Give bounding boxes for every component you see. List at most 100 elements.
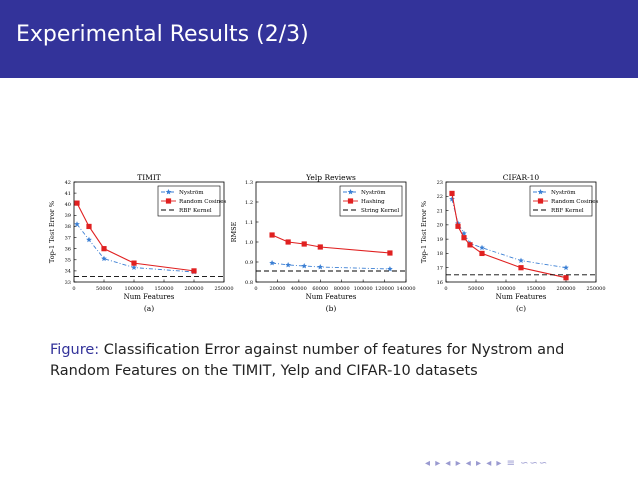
x-axis-label: Num Features [124, 293, 175, 301]
legend: Nyström Random Cosines RBF Kernel [529, 185, 599, 217]
x-tick-label: 50000 [96, 286, 112, 292]
figure-panels: TIMIT 0 50000 100000 150000 200000 250000 33 34 3… [36, 170, 606, 320]
y-tick-label: 1.1 [245, 220, 253, 226]
legend-swatch-marker [347, 189, 354, 195]
x-tick-label: 60000 [312, 286, 328, 292]
y-tick-label: 34 [65, 269, 71, 275]
legend-entry: Nyström [551, 190, 576, 196]
y-tick-label: 33 [65, 280, 71, 286]
legend-entry: Random Cosines [179, 199, 227, 205]
legend: Nyström Random Cosines RBF Kernel [157, 185, 227, 217]
x-tick-label: 200000 [184, 286, 203, 292]
slide-title-bar: Experimental Results (2/3) [0, 0, 638, 78]
data-point [269, 232, 275, 238]
data-point [101, 246, 107, 252]
y-tick-label: 1.3 [245, 180, 253, 186]
data-point [301, 241, 307, 247]
data-point [518, 257, 524, 263]
data-point [74, 221, 80, 227]
x-tick-label: 250000 [586, 286, 605, 292]
data-point [101, 255, 107, 262]
y-tick-label: 17 [437, 266, 443, 272]
chart-title: Yelp Reviews [305, 173, 356, 182]
beamer-nav-symbols[interactable]: ◂ ▸ ◂ ▸ ◂ ▸ ◂ ▸ ≡ ∽∽∽ [425, 458, 549, 469]
data-point [317, 264, 324, 270]
x-tick-label: 120000 [375, 286, 394, 292]
x-tick-label: 140000 [396, 286, 415, 292]
data-point [301, 263, 308, 269]
data-point [191, 268, 197, 274]
data-point [479, 250, 485, 257]
panel-label: (b) [326, 304, 337, 313]
plot-frame [73, 181, 225, 283]
y-tick-label: 1.2 [245, 200, 253, 206]
data-point [479, 244, 485, 251]
y-axis-label: RMSE [230, 221, 238, 242]
data-point [467, 242, 473, 248]
legend-swatch-marker [347, 198, 354, 204]
caption-text: Classification Error against number of f… [50, 342, 565, 379]
legend-entry: RBF Kernel [551, 208, 584, 214]
y-tick-label: 0.9 [245, 260, 253, 266]
slide-title: Experimental Results (2/3) [16, 22, 309, 47]
data-point [387, 266, 393, 272]
data-point [387, 250, 393, 256]
data-point [563, 264, 569, 271]
y-tick-label: 42 [65, 180, 71, 186]
legend-entry: Hashing [361, 199, 385, 205]
figure-svg: TIMIT 0 50000 100000 150000 200000 250000 33 34 3… [48, 173, 606, 313]
legend-entry: Nyström [361, 190, 386, 196]
data-point [455, 223, 461, 229]
data-point [461, 235, 467, 241]
y-tick-label: 23 [437, 180, 443, 186]
y-tick-label: 20 [437, 223, 443, 229]
data-point [74, 200, 80, 206]
legend: Nyström Hashing String Kernel [339, 185, 403, 217]
x-tick-label: 100000 [124, 286, 143, 292]
y-tick-label: 39 [65, 213, 71, 219]
figure-caption: Figure: Classification Error against num… [50, 340, 610, 382]
y-tick-label: 22 [437, 194, 443, 200]
legend-entry: RBF Kernel [179, 208, 212, 214]
y-axis-label: Top-1 Test Error % [48, 201, 56, 263]
chart-panel-3: CIFAR-10 0 50000 100000 150000 200000 250000 16… [420, 173, 606, 313]
data-point [131, 264, 137, 270]
y-tick-label: 35 [65, 258, 71, 264]
data-point [86, 236, 92, 243]
legend-swatch-marker [537, 189, 544, 195]
x-axis-label: Num Features [496, 293, 547, 301]
x-tick-label: 250000 [214, 286, 233, 292]
chart-title: CIFAR-10 [503, 173, 540, 182]
y-tick-label: 38 [65, 224, 71, 230]
caption-label: Figure: [50, 342, 100, 358]
y-tick-label: 19 [437, 237, 443, 243]
y-tick-label: 0.8 [245, 280, 253, 286]
x-tick-label: 150000 [526, 286, 545, 292]
data-point [131, 260, 137, 266]
x-tick-label: 0 [72, 286, 75, 292]
chart-title: TIMIT [137, 173, 161, 182]
y-tick-label: 16 [437, 280, 443, 286]
y-tick-label: 21 [437, 208, 443, 214]
data-point [285, 262, 291, 268]
x-tick-label: 0 [254, 286, 257, 292]
data-point [269, 260, 275, 266]
y-tick-label: 1.0 [245, 240, 253, 246]
data-point [518, 265, 524, 271]
panel-label: (c) [516, 304, 526, 313]
y-tick-label: 37 [65, 235, 71, 241]
y-tick-label: 41 [65, 191, 71, 197]
chart-panel-1: TIMIT 0 50000 100000 150000 200000 250000 33 34 3… [48, 173, 234, 313]
data-point [285, 239, 291, 245]
legend-swatch-marker [165, 189, 172, 195]
y-tick-label: 18 [437, 251, 443, 257]
x-tick-label: 40000 [291, 286, 307, 292]
legend-entry: String Kernel [361, 208, 399, 214]
x-tick-label: 100000 [354, 286, 373, 292]
x-tick-label: 80000 [334, 286, 350, 292]
x-tick-label: 150000 [154, 286, 173, 292]
y-tick-label: 36 [65, 246, 71, 252]
x-tick-label: 50000 [468, 286, 484, 292]
legend-swatch-marker [165, 198, 172, 204]
